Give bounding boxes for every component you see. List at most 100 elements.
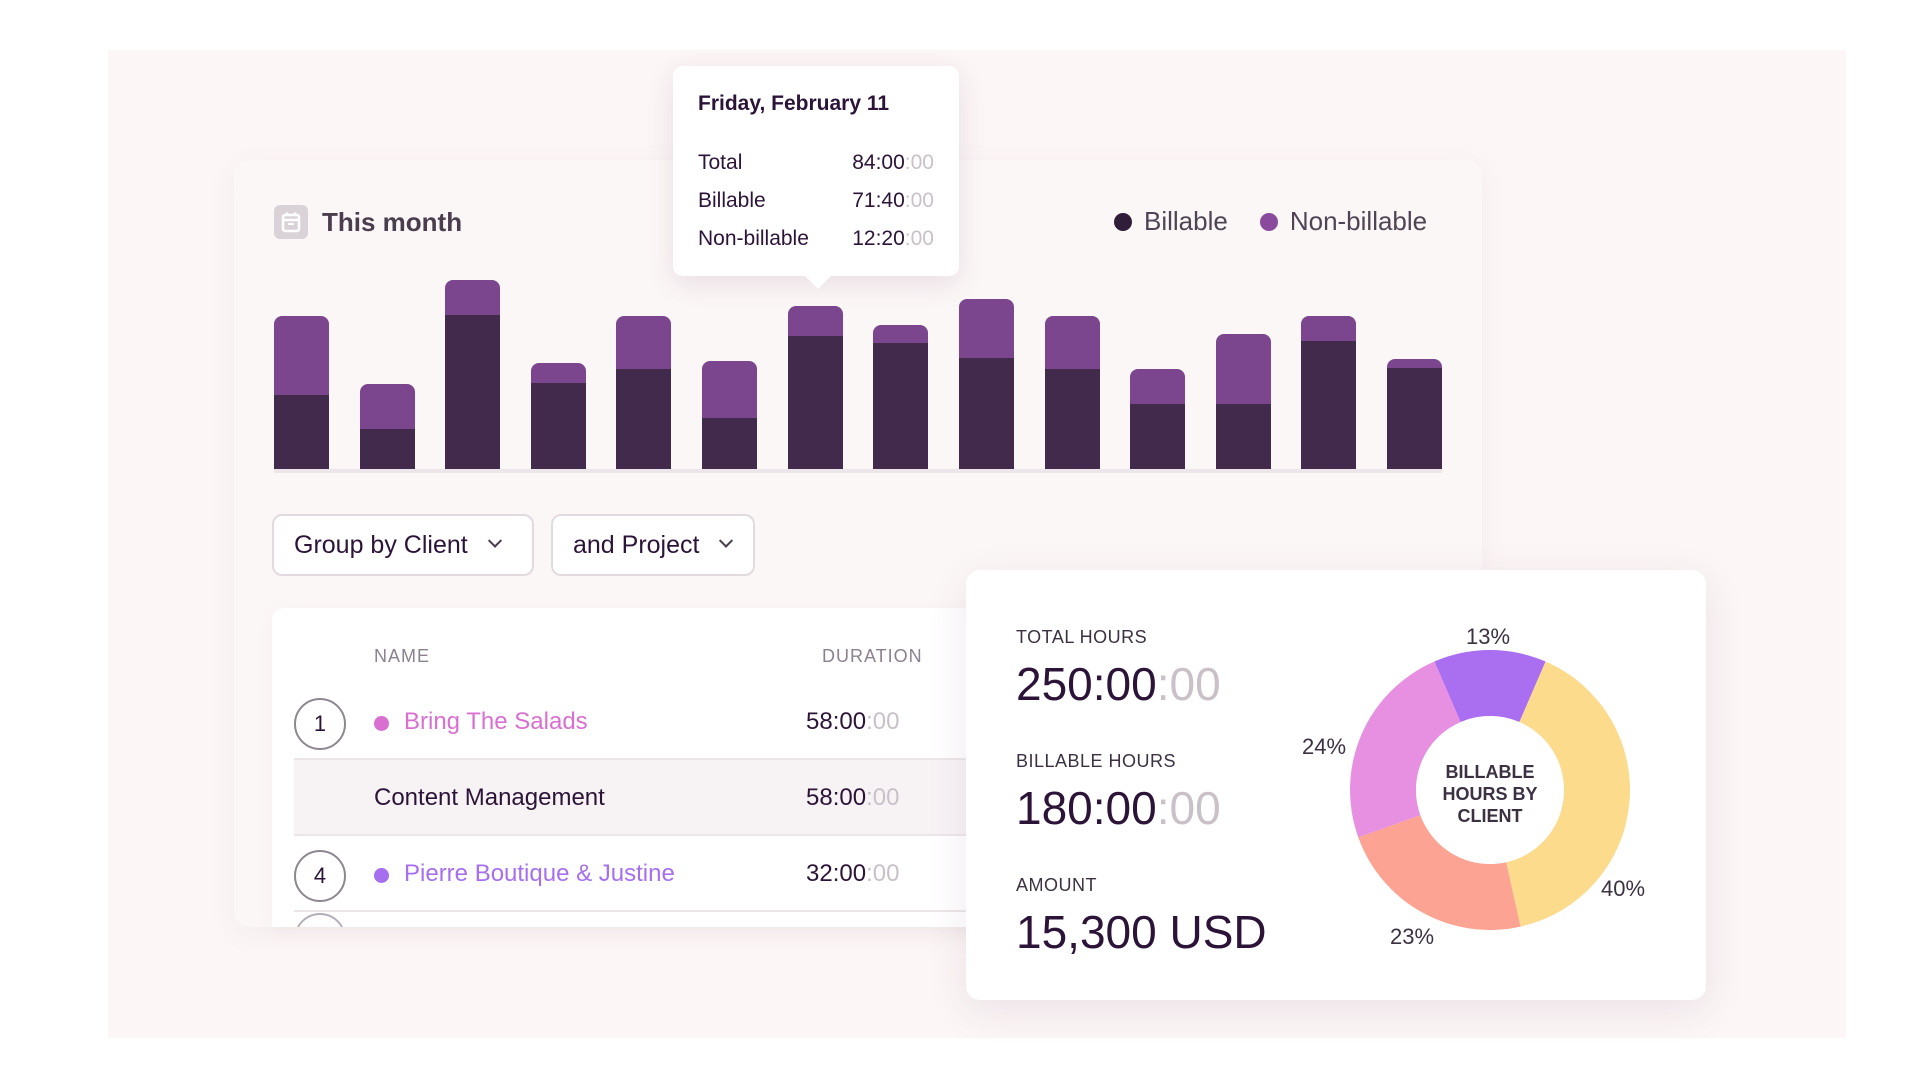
client-name[interactable]: Pierre Boutique & Justine: [404, 860, 675, 887]
card-header: This month: [274, 204, 462, 240]
legend-non-billable-label: Non-billable: [1289, 206, 1428, 236]
chart-bar[interactable]: [787, 306, 843, 470]
tooltip-row-non-billable: Non-billable 12:20:00: [698, 227, 934, 251]
tooltip-row-total: Total 84:00:00: [698, 151, 934, 175]
chart-bar[interactable]: [702, 361, 758, 470]
bar-segment-billable: [616, 368, 672, 470]
donut-slice-label: 13%: [1466, 624, 1511, 649]
group-by-label: Group by Client: [294, 530, 468, 559]
chart-bar[interactable]: [445, 280, 501, 470]
bar-segment-billable: [702, 417, 758, 470]
column-header-duration[interactable]: DURATION: [822, 646, 923, 666]
table-row-client[interactable]: 1 Bring The Salads 58:00:00: [294, 684, 972, 760]
tooltip-total-label: Total: [698, 151, 743, 174]
bar-segment-billable: [1130, 403, 1186, 470]
bar-segment-billable: [445, 315, 501, 470]
total-hours-seconds: :00: [1156, 658, 1221, 710]
day-tooltip: Friday, February 11 Total 84:00:00 Billa…: [673, 66, 959, 289]
total-hours-value: 250:00:00: [1016, 657, 1221, 711]
donut-slice[interactable]: [1358, 815, 1521, 930]
period-title[interactable]: This month: [322, 206, 463, 237]
table-row-client[interactable]: 4 Pierre Boutique & Justine 32:00:00: [294, 836, 972, 912]
row-number-badge-partial: [294, 913, 346, 927]
row-duration-main: 32:00: [806, 860, 867, 887]
table-row-project[interactable]: Content Management 58:00:00: [294, 760, 972, 836]
chart-bar[interactable]: [1387, 358, 1442, 470]
bar-segment-non-billable: [958, 298, 1014, 358]
chart-bar[interactable]: [873, 325, 929, 470]
billable-hours-label: BILLABLE HOURS: [1016, 751, 1177, 771]
chart-bar[interactable]: [274, 316, 329, 470]
bar-segment-billable: [530, 382, 586, 470]
amount-label: AMOUNT: [1016, 875, 1097, 895]
tooltip-billable-seconds: :00: [904, 189, 934, 212]
bar-segment-billable: [1044, 368, 1100, 470]
billable-hours-donut-chart: BILLABLE HOURS BY CLIENT: [1350, 650, 1630, 930]
donut-slice[interactable]: [1350, 661, 1461, 838]
tooltip-non-billable-seconds: :00: [904, 227, 934, 250]
chart-bar[interactable]: [958, 298, 1014, 470]
donut-slice-label: 40%: [1601, 876, 1646, 901]
tooltip-non-billable-value: 12:20:00: [852, 227, 934, 251]
bar-segment-non-billable: [1215, 333, 1271, 404]
column-header-name[interactable]: NAME: [374, 646, 431, 666]
donut-hole: [1416, 716, 1564, 864]
bar-segment-billable: [1301, 341, 1357, 470]
chart-bar[interactable]: [1215, 333, 1271, 470]
donut-slice[interactable]: [1506, 661, 1630, 927]
bar-segment-non-billable: [873, 325, 929, 343]
donut-center-label-line-2: HOURS BY: [1442, 784, 1537, 804]
tooltip-total-main: 84:00: [852, 151, 905, 174]
row-duration-main: 58:00: [806, 708, 867, 735]
donut-slice-label: 24%: [1302, 734, 1347, 759]
bar-segment-billable: [1387, 367, 1442, 470]
chart-bar[interactable]: [530, 362, 586, 470]
row-duration-seconds: :00: [866, 708, 900, 735]
chart-bar[interactable]: [1301, 316, 1357, 470]
stacked-bar-chart: [274, 270, 1442, 470]
bar-segment-billable: [274, 395, 329, 470]
bar-segment-non-billable: [616, 316, 672, 369]
chart-bar[interactable]: [1044, 316, 1100, 470]
tooltip-billable-main: 71:40: [852, 189, 905, 212]
legend-billable: Billable: [1114, 206, 1228, 237]
sub-group-dropdown[interactable]: and Project: [551, 514, 755, 576]
bar-segment-billable: [1215, 403, 1271, 470]
tooltip-non-billable-main: 12:20: [852, 227, 905, 250]
bar-segment-non-billable: [445, 280, 501, 315]
tooltip-total-value: 84:00:00: [852, 151, 934, 175]
chart-bar[interactable]: [616, 316, 672, 470]
row-duration: 58:00:00: [806, 784, 899, 812]
chart-legend: Billable Non-billable: [1114, 206, 1427, 237]
chart-bar[interactable]: [359, 383, 415, 470]
chart-bar[interactable]: [1130, 368, 1186, 470]
bar-segment-non-billable: [1130, 368, 1186, 404]
donut-center-label-line-1: BILLABLE: [1446, 762, 1535, 782]
tooltip-billable-label: Billable: [698, 189, 766, 212]
donut-slice[interactable]: [1434, 650, 1546, 723]
billable-hours-main: 180:00: [1016, 782, 1157, 834]
chart-baseline: [274, 469, 1442, 473]
chevron-down-icon: [487, 533, 502, 548]
client-name[interactable]: Bring The Salads: [404, 708, 588, 735]
bar-segment-billable: [958, 357, 1014, 470]
bar-segment-non-billable: [787, 306, 843, 337]
billable-hours-seconds: :00: [1156, 782, 1221, 834]
calendar-icon[interactable]: [274, 205, 308, 239]
bar-segment-non-billable: [359, 383, 415, 429]
client-color-dot: [374, 868, 389, 883]
chevron-down-icon: [719, 533, 734, 548]
tooltip-total-seconds: :00: [904, 151, 934, 174]
bar-segment-billable: [787, 336, 843, 470]
row-duration-seconds: :00: [866, 784, 900, 811]
row-duration-seconds: :00: [866, 860, 900, 887]
group-by-dropdown[interactable]: Group by Client: [272, 514, 534, 576]
total-hours-main: 250:00: [1016, 658, 1157, 710]
report-table: NAME DURATION 1 Bring The Salads 58:00:0…: [272, 608, 972, 927]
row-duration: 32:00:00: [806, 860, 899, 888]
legend-non-billable-swatch: [1259, 212, 1278, 231]
bar-segment-non-billable: [1387, 358, 1442, 368]
billable-hours-value: 180:00:00: [1016, 781, 1221, 835]
donut-slice-label: 23%: [1390, 924, 1435, 949]
row-duration-main: 58:00: [806, 784, 867, 811]
